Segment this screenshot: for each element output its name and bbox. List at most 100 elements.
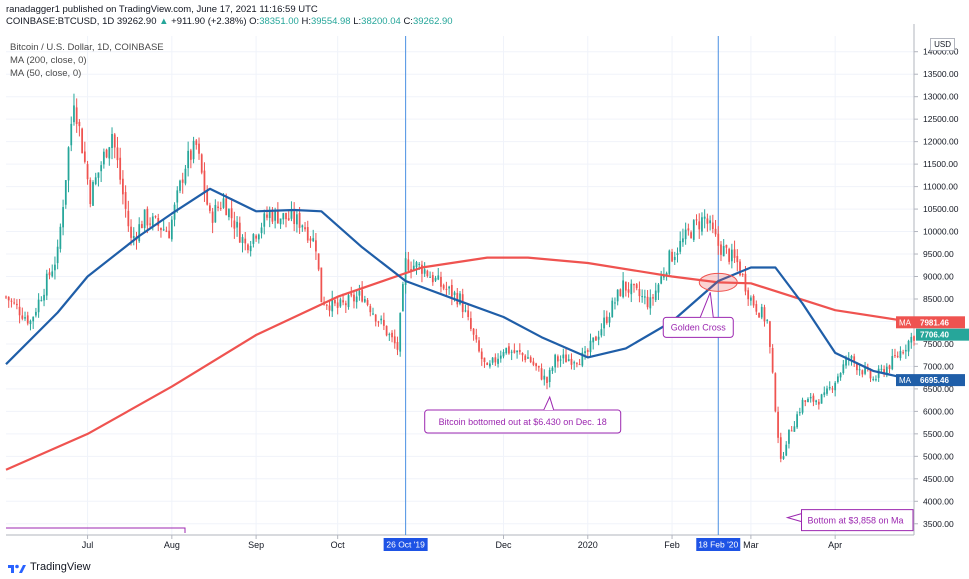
- candle-body: [902, 352, 905, 354]
- price-label-value: 7706.40: [920, 331, 949, 340]
- candle-body: [59, 226, 62, 249]
- candle-body: [285, 212, 287, 220]
- candle-body: [10, 300, 13, 302]
- candle-body: [26, 315, 29, 324]
- candle-body: [391, 332, 393, 338]
- candle-body: [782, 456, 785, 459]
- candle-body: [673, 256, 676, 261]
- candle-body: [350, 293, 353, 296]
- candle-body: [141, 224, 143, 229]
- candle-body: [480, 351, 483, 360]
- candle-body: [619, 289, 622, 297]
- x-tick-label: Aug: [164, 540, 180, 550]
- candle-body: [565, 354, 567, 363]
- candle-body: [804, 400, 807, 402]
- candle-body: [48, 272, 51, 276]
- price-label-bg: [896, 316, 965, 329]
- candle-body: [282, 213, 285, 220]
- candle-body: [127, 210, 130, 227]
- candle-body: [603, 317, 605, 329]
- candle-body: [758, 312, 760, 318]
- candle-body: [290, 210, 293, 219]
- candle-body: [668, 250, 671, 274]
- x-tick-label: Feb: [664, 540, 680, 550]
- candle-body: [143, 209, 146, 228]
- candle-body: [750, 297, 752, 301]
- candle-body: [763, 307, 766, 322]
- candle-body: [67, 147, 70, 181]
- candle-body: [839, 373, 842, 378]
- candle-body: [692, 220, 695, 240]
- candle-body: [817, 401, 820, 405]
- golden-cross-box: [662, 316, 734, 338]
- candle-body: [94, 177, 97, 185]
- candle-body: [671, 251, 673, 262]
- candle-body: [894, 355, 896, 357]
- x-tick-label: Jul: [82, 540, 94, 550]
- candle-body: [347, 295, 350, 308]
- candle-body: [562, 354, 565, 359]
- candle-body: [56, 246, 59, 264]
- candle-body: [442, 285, 445, 289]
- candle-body: [192, 140, 195, 160]
- candle-body: [51, 271, 54, 277]
- currency-button[interactable]: USD: [930, 38, 955, 51]
- candle-body: [263, 213, 266, 227]
- candle-body: [883, 369, 885, 375]
- candle-body: [679, 240, 682, 252]
- candle-body: [108, 147, 111, 159]
- price-label-7706.40: 7706.40: [916, 328, 969, 341]
- candle-body: [508, 346, 510, 354]
- candle-body: [412, 265, 415, 271]
- footer-brand[interactable]: TradingView: [8, 561, 91, 573]
- candle-body: [559, 359, 562, 361]
- candle-body: [130, 226, 132, 238]
- bottom-dec-label: Bitcoin bottomed out at $6.430 on Dec. 1…: [439, 417, 607, 427]
- candle-body: [434, 277, 437, 281]
- candle-body: [505, 347, 508, 354]
- candle-body: [162, 229, 165, 231]
- candle-body: [769, 321, 771, 347]
- candle-body: [774, 373, 777, 412]
- candle-body: [336, 302, 339, 308]
- candle-body: [339, 299, 342, 307]
- tradingview-logo-icon: [8, 564, 26, 573]
- candle-body: [595, 336, 597, 341]
- candle-body: [573, 362, 576, 364]
- candle-body: [344, 303, 347, 306]
- golden-cross-pointer: [699, 292, 714, 318]
- candle-body: [260, 227, 263, 234]
- candle-body: [896, 355, 899, 357]
- candle-body: [266, 214, 268, 218]
- candle-body: [89, 179, 92, 205]
- candle-body: [440, 276, 442, 287]
- candle-body: [826, 388, 828, 394]
- candle-body: [815, 400, 818, 403]
- candle-body: [597, 336, 600, 340]
- candle-body: [293, 211, 296, 224]
- candle-body: [81, 128, 84, 154]
- candle-body: [315, 240, 317, 252]
- open-value: 38351.00: [259, 16, 299, 27]
- candle-body: [206, 189, 209, 205]
- candle-body: [236, 221, 238, 228]
- candle-body: [415, 262, 418, 268]
- candle-body: [151, 216, 154, 227]
- candle-body: [268, 211, 271, 219]
- candle-body: [363, 299, 366, 302]
- candle-body: [646, 296, 649, 308]
- candle-body: [828, 387, 831, 389]
- candle-body: [548, 370, 551, 382]
- candle-body: [913, 336, 915, 341]
- candle-body: [497, 358, 499, 364]
- candle-body: [18, 306, 21, 316]
- candle-body: [431, 275, 434, 283]
- y-tick-label: 10500.00: [923, 204, 959, 214]
- symbol-label: COINBASE:BTCUSD, 1D: [6, 16, 115, 27]
- candle-body: [168, 230, 170, 239]
- candle-body: [711, 222, 714, 230]
- candle-body: [92, 181, 94, 206]
- candle-body: [421, 264, 423, 274]
- date-marker-label: 18 Feb '20: [698, 540, 738, 550]
